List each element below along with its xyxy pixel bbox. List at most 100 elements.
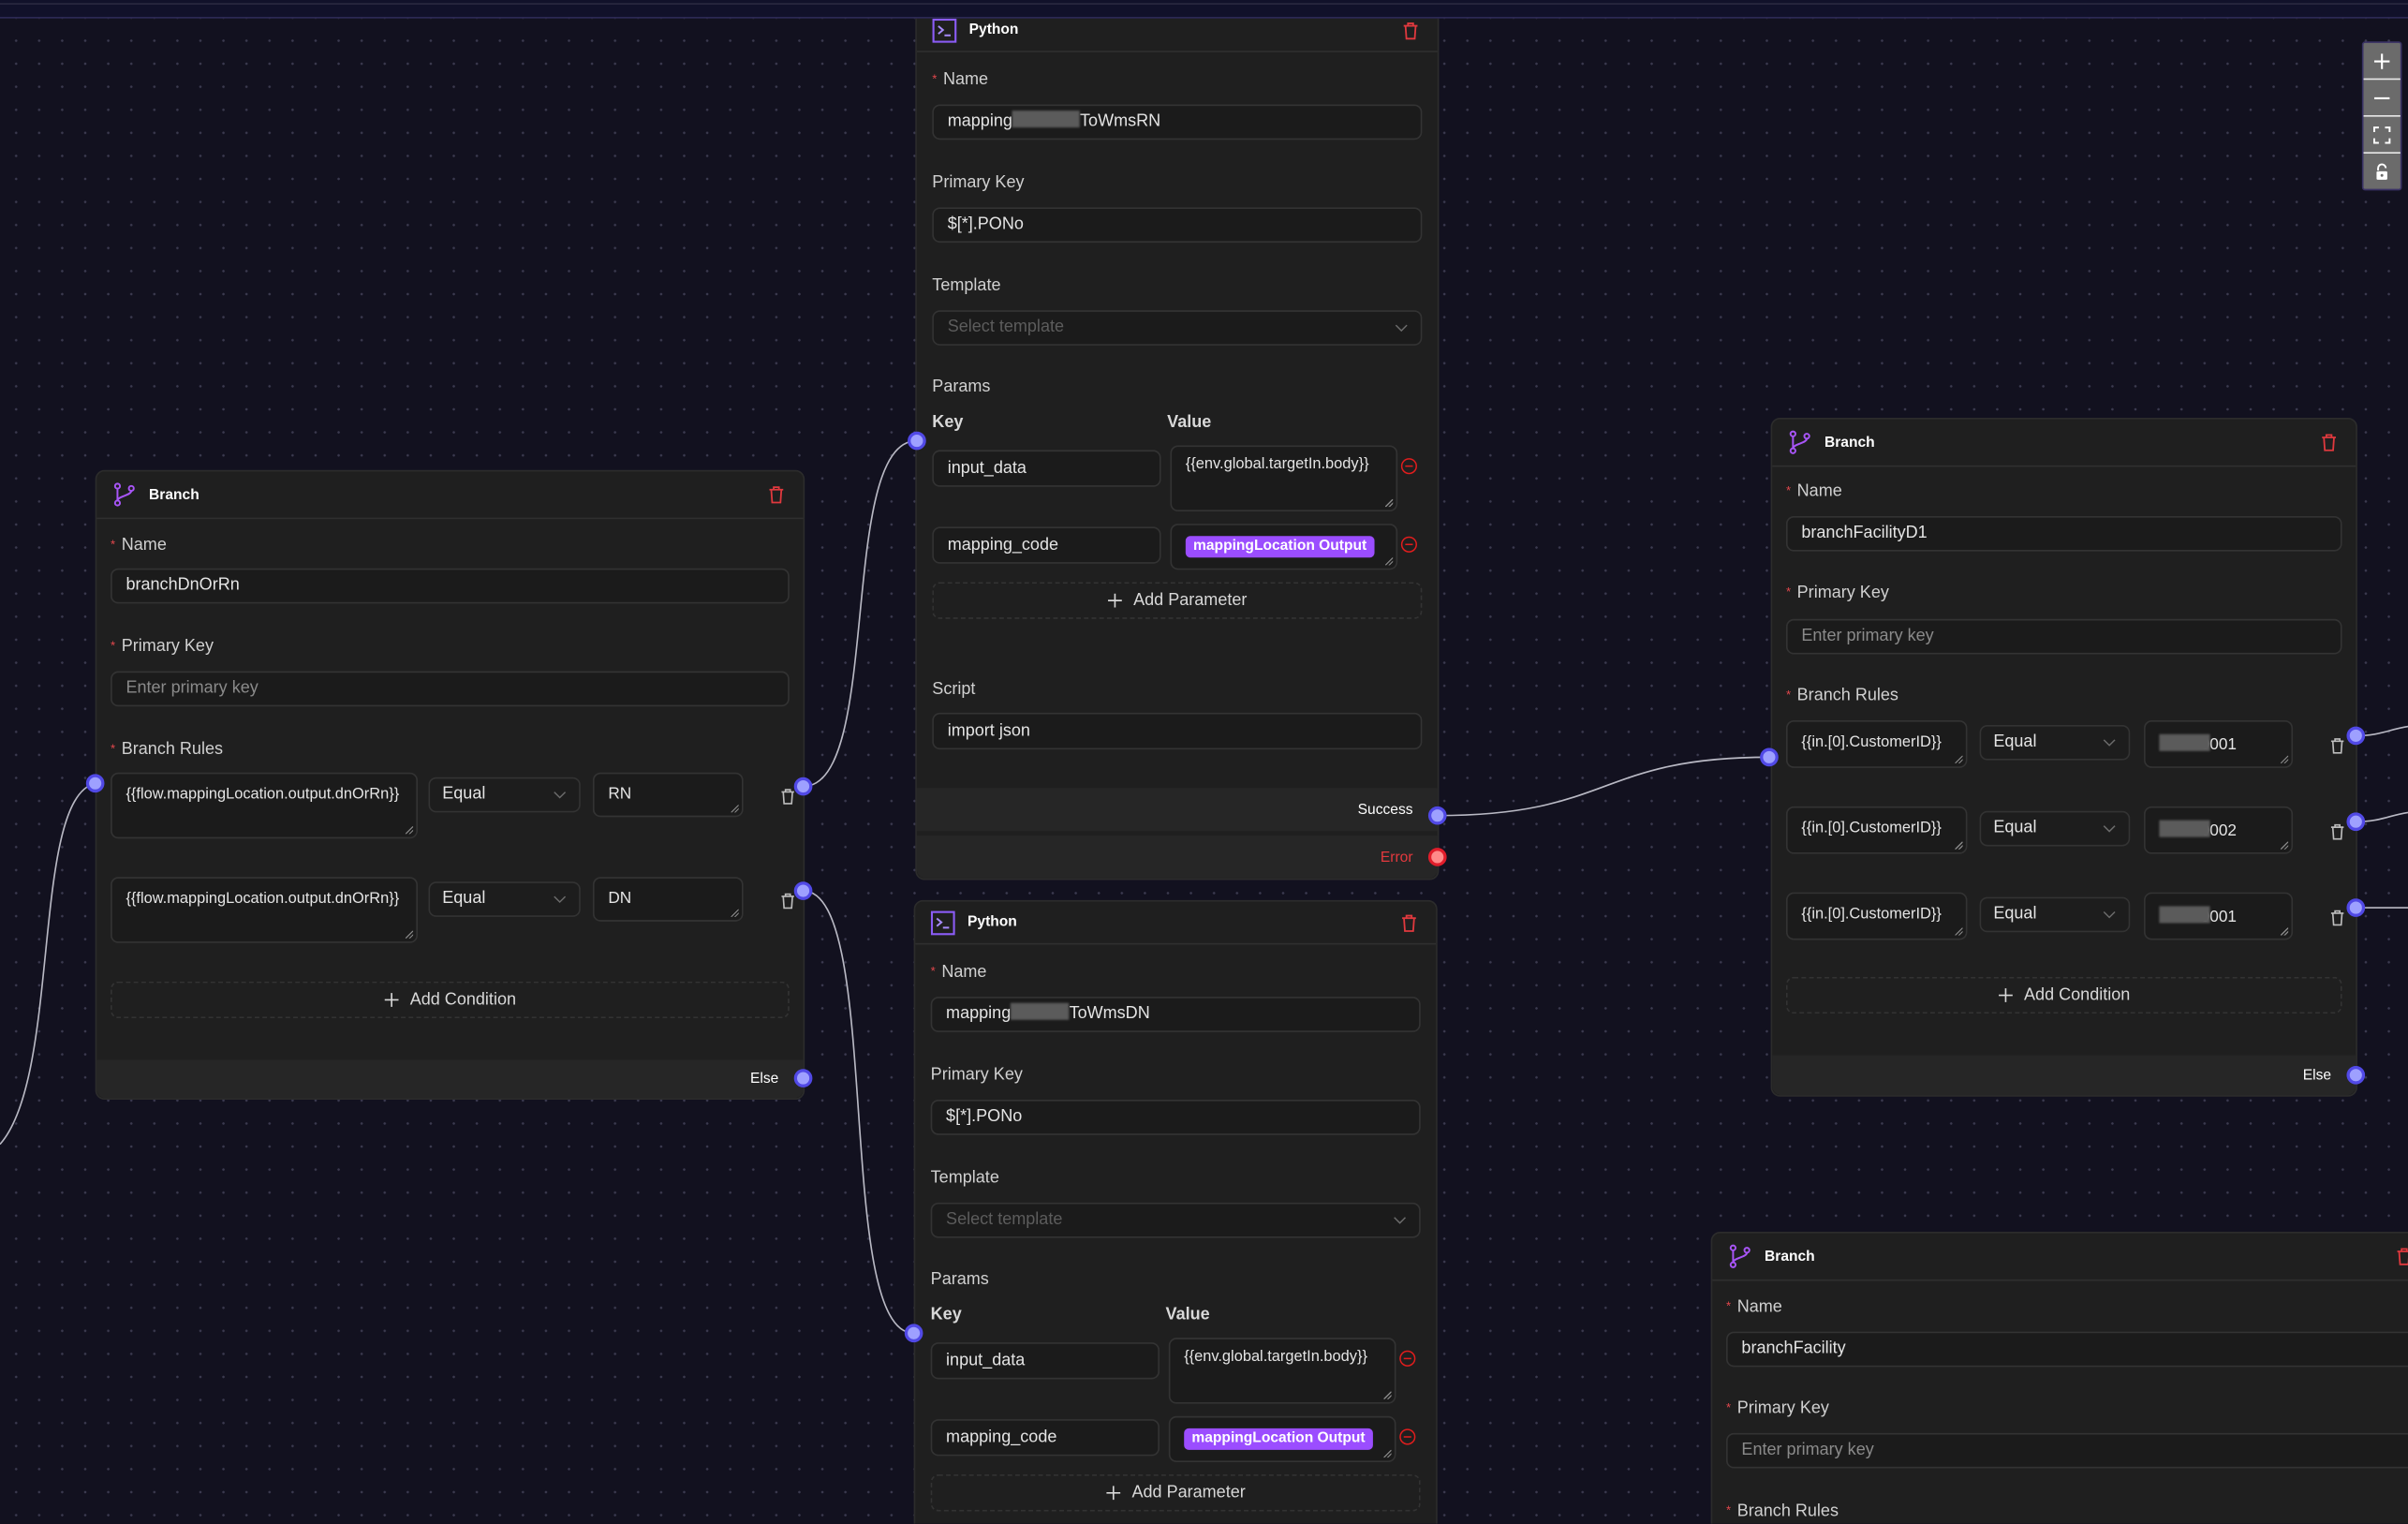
rule-operator-select[interactable]: Equal xyxy=(428,881,581,917)
param-key-input[interactable]: mapping_code xyxy=(932,526,1161,564)
rule-operator-select[interactable]: Equal xyxy=(1979,724,2131,761)
lock-toggle-button[interactable] xyxy=(2363,154,2400,189)
edge-incoming-to-branch-left[interactable] xyxy=(0,782,96,1146)
branch-left-else-handle[interactable] xyxy=(793,1069,813,1088)
template-select[interactable]: Select template xyxy=(930,1202,1421,1238)
redacted-text xyxy=(2159,733,2210,751)
branch-node[interactable]: Branch * Name branchFacilityD1 * Primary Key E… xyxy=(1770,417,2357,1097)
primary-key-input[interactable]: $[*].PONo xyxy=(932,207,1423,244)
delete-node-button[interactable] xyxy=(1400,913,1417,932)
script-editor[interactable]: import json xyxy=(932,712,1423,750)
primary-key-input[interactable]: Enter primary key xyxy=(1726,1432,2408,1469)
required-asterisk: * xyxy=(930,964,936,979)
name-input[interactable]: mapping ToWmsDN xyxy=(930,997,1421,1032)
rule-field-input[interactable]: {{in.[0].CustomerID}} xyxy=(1785,720,1968,768)
rule-operator-select[interactable]: Equal xyxy=(428,777,581,813)
rule-value-input[interactable]: DN xyxy=(592,877,744,922)
param-value-input[interactable]: {{env.global.targetIn.body}} xyxy=(1168,1338,1396,1404)
delete-rule-button[interactable] xyxy=(2329,822,2344,839)
delete-rule-button[interactable] xyxy=(2329,909,2344,925)
edge-rule-dn-to-python2[interactable] xyxy=(803,890,914,1335)
rule-field-input[interactable]: {{flow.mappingLocation.output.dnOrRn}} xyxy=(111,877,418,943)
name-prefix: mapping xyxy=(947,111,1012,131)
primary-key-input[interactable]: Enter primary key xyxy=(1785,618,2342,655)
primary-key-label: Primary Key xyxy=(932,170,1422,195)
delete-node-button[interactable] xyxy=(2321,433,2338,451)
fit-view-button[interactable] xyxy=(2363,117,2401,154)
branch-right-rule3-output-handle[interactable] xyxy=(2346,898,2366,917)
param-value-input[interactable]: mappingLocation Output xyxy=(1170,524,1398,570)
edge-rule-rn-to-python1[interactable] xyxy=(803,439,917,788)
param-key-input[interactable]: input_data xyxy=(932,450,1161,487)
branch-left-rule2-output-handle[interactable] xyxy=(793,881,813,900)
delete-rule-button[interactable] xyxy=(780,892,795,909)
branch-node[interactable]: Branch * Name branchDnOrRn * Primary Key Enter… xyxy=(95,469,805,1101)
value-column-header: Value xyxy=(1165,1305,1210,1324)
edge-python1-success-to-branch-right[interactable] xyxy=(1437,756,1769,817)
required-asterisk: * xyxy=(1726,1299,1732,1313)
name-input[interactable]: mapping ToWmsRN xyxy=(932,104,1423,141)
primary-key-input[interactable]: $[*].PONo xyxy=(930,1100,1421,1135)
add-parameter-button[interactable]: Add Parameter xyxy=(930,1474,1421,1512)
rule-field-input[interactable]: {{in.[0].CustomerID}} xyxy=(1785,892,1968,940)
plus-icon xyxy=(1107,593,1122,608)
param-key-input[interactable]: input_data xyxy=(930,1342,1160,1380)
branch-right-rule2-output-handle[interactable] xyxy=(2346,812,2366,832)
param-value-input[interactable]: {{env.global.targetIn.body}} xyxy=(1170,445,1398,512)
primary-key-input[interactable]: Enter primary key xyxy=(111,671,790,707)
remove-param-button[interactable] xyxy=(1399,1350,1416,1367)
branch-node[interactable]: Branch * Name branchFacility * Primary Key Ent… xyxy=(1710,1232,2408,1524)
delete-rule-button[interactable] xyxy=(2329,736,2344,753)
python1-error-handle[interactable] xyxy=(1427,848,1447,866)
remove-param-button[interactable] xyxy=(1400,458,1417,475)
python2-input-handle[interactable] xyxy=(904,1324,923,1343)
add-condition-button[interactable]: Add Condition xyxy=(111,981,790,1019)
name-label: * Name xyxy=(1786,480,2342,504)
add-condition-button[interactable]: Add Condition xyxy=(1785,976,2342,1014)
remove-param-button[interactable] xyxy=(1399,1428,1416,1445)
add-parameter-button[interactable]: Add Parameter xyxy=(932,582,1423,619)
required-asterisk: * xyxy=(111,537,116,552)
rule-field-input[interactable]: {{in.[0].CustomerID}} xyxy=(1785,806,1968,854)
primary-key-label-text: Primary Key xyxy=(1796,584,1889,602)
rule-value-input[interactable]: 0001 xyxy=(2144,720,2294,768)
name-input[interactable]: branchFacility xyxy=(1726,1331,2408,1368)
branch-rule-row: {{in.[0].CustomerID}} Equal 0001 xyxy=(1785,720,2344,768)
rule-value-input[interactable]: RN xyxy=(592,772,744,818)
delete-node-button[interactable] xyxy=(768,485,785,504)
zoom-in-button[interactable] xyxy=(2363,43,2401,81)
zoom-out-button[interactable] xyxy=(2363,80,2401,117)
branch-right-rule1-output-handle[interactable] xyxy=(2346,726,2366,746)
delete-rule-button[interactable] xyxy=(780,787,795,804)
chevron-down-icon xyxy=(1395,321,1409,335)
python-node[interactable]: Python * Name mapping ToWmsRN Primary Key $[*]… xyxy=(915,7,1440,880)
rule-operator-select[interactable]: Equal xyxy=(1979,810,2131,847)
branch-right-else-handle[interactable] xyxy=(2346,1065,2366,1085)
python-node[interactable]: Python * Name mapping ToWmsDN Primary Key $[*]… xyxy=(913,899,1438,1524)
delete-node-button[interactable] xyxy=(1402,21,1419,39)
python1-success-handle[interactable] xyxy=(1427,806,1447,825)
python1-input-handle[interactable] xyxy=(908,431,926,451)
rule-value-input[interactable]: 0001 xyxy=(2144,892,2294,940)
delete-node-button[interactable] xyxy=(2396,1247,2408,1265)
rule-value-input[interactable]: 0002 xyxy=(2144,806,2294,854)
branch-right-input-handle[interactable] xyxy=(1760,747,1779,767)
param-key-input[interactable]: mapping_code xyxy=(930,1419,1160,1457)
branch-rule-row: {{flow.mappingLocation.output.dnOrRn}} Eq… xyxy=(111,772,794,839)
rule-operator-select[interactable]: Equal xyxy=(1979,896,2131,933)
branch-left-input-handle[interactable] xyxy=(85,774,105,793)
required-asterisk: * xyxy=(932,72,938,86)
template-select[interactable]: Select template xyxy=(932,310,1423,346)
rule-field-input[interactable]: {{flow.mappingLocation.output.dnOrRn}} xyxy=(111,772,418,839)
name-input[interactable]: branchFacilityD1 xyxy=(1785,515,2342,552)
chevron-down-icon xyxy=(553,893,567,907)
primary-key-label: Primary Key xyxy=(931,1063,1421,1088)
name-input[interactable]: branchDnOrRn xyxy=(111,568,790,604)
param-value-input[interactable]: mappingLocation Output xyxy=(1168,1415,1396,1462)
redacted-text xyxy=(2159,906,2210,924)
branch-left-rule1-output-handle[interactable] xyxy=(793,777,813,796)
remove-param-button[interactable] xyxy=(1400,536,1417,553)
param-row: input_data {{env.global.targetIn.body}} xyxy=(930,1338,1421,1404)
template-label: Template xyxy=(932,274,1422,298)
